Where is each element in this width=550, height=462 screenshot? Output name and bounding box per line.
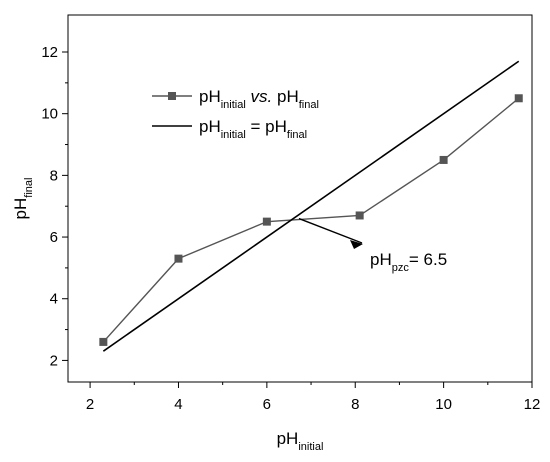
y-tick-label-4: 4 [50,291,58,308]
annotation-label-part-2: = 6.5 [409,250,447,269]
x-tick-label-2: 2 [86,396,94,413]
series-0-point-0 [99,337,108,346]
x-tick-label-12: 12 [524,396,541,413]
x-axis-label-part-1: initial [298,441,323,453]
annotation-arrow-head [350,240,363,249]
annotation: pHpzc= 6.5 [298,217,447,274]
legend-label-1-part-1: initial [221,129,246,141]
series-0-line [102,97,520,343]
annotation-label-part-1: pzc [392,262,410,274]
x-tick-label-4: 4 [174,396,182,413]
y-tick-label-6: 6 [50,229,58,246]
legend-label-0-part-4: pH [272,87,298,106]
series-0-point-2 [262,217,271,226]
annotation-label-part-0: pH [370,250,392,269]
legend-label-0-part-1: initial [221,99,246,111]
y-tick-label-2: 2 [50,352,58,369]
series-0-point-1 [174,254,183,263]
legend-label-0-part-5: final [299,99,319,111]
series-0-point-5 [514,94,523,103]
series-0-point-3 [355,211,364,220]
y-tick-label-10: 10 [41,106,58,123]
x-axis-label: pHinitial [277,429,324,453]
series-1-line [102,60,520,352]
x-axis-label-part-0: pH [277,429,299,448]
annotation-label: pHpzc= 6.5 [370,250,447,274]
x-tick-label-6: 6 [263,396,271,413]
legend-label-0: pHinitial vs. pHfinal [199,87,319,111]
y-tick-label-8: 8 [50,167,58,184]
legend-label-1-part-0: pH [199,117,221,136]
legend-label-0-part-0: pH [199,87,221,106]
y-axis-label: pHfinal [11,178,35,220]
plot-frame [67,14,533,383]
legend-label-0-part-3: vs. [251,87,273,106]
legend-label-1: pHinitial = pHfinal [199,117,307,141]
legend-marker-0 [168,92,176,100]
legend-label-1-part-3: final [287,129,307,141]
legend-label-1-part-2: = pH [246,117,287,136]
plot-area [99,60,523,352]
y-axis-label-part-0: pH [11,198,30,220]
series-0-point-4 [439,155,448,164]
y-tick-label-12: 12 [41,44,58,61]
y-axis-label-part-1: final [23,178,35,198]
x-tick-label-8: 8 [351,396,359,413]
annotation-arrow-line [298,217,363,244]
x-tick-label-10: 10 [435,396,452,413]
